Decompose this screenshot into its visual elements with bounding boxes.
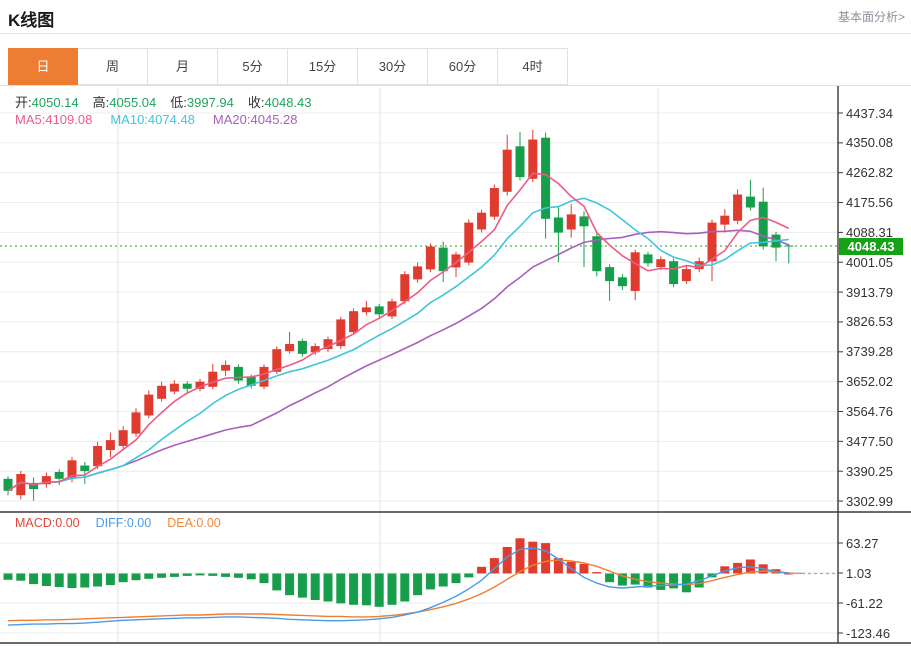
tab-day[interactable]: 日 — [8, 48, 78, 85]
tab-15min[interactable]: 15分 — [288, 48, 358, 85]
main-y-axis-label: 3652.02 — [846, 374, 893, 389]
main-y-axis-label: 3826.53 — [846, 314, 893, 329]
vertical-gridlines — [118, 88, 658, 643]
ma-readout: MA5:4109.08 MA10:4074.48 MA20:4045.28 — [15, 112, 298, 127]
tabbar-border — [0, 85, 911, 86]
tab-month[interactable]: 月 — [148, 48, 218, 85]
macd-y-axis-label: -61.22 — [846, 596, 883, 611]
main-y-axis-label: 3477.50 — [846, 434, 893, 449]
tab-week[interactable]: 周 — [78, 48, 148, 85]
main-y-axis-label: 4262.82 — [846, 165, 893, 180]
readout-item: 低:3997.94 — [170, 92, 234, 111]
readout-item: 开:4050.14 — [15, 92, 79, 111]
page-title: K线图 — [8, 6, 54, 31]
macd-y-axis-label: 63.27 — [846, 536, 879, 551]
readout-item: MA20:4045.28 — [213, 112, 298, 127]
main-y-axis-label: 3390.25 — [846, 464, 893, 479]
macd-y-axis-label: 1.03 — [846, 566, 871, 581]
dea-line — [8, 560, 789, 621]
macd-readout: MACD:0.00 DIFF:0.00 DEA:0.00 — [15, 516, 221, 530]
tab-60min[interactable]: 60分 — [428, 48, 498, 85]
tab-5min[interactable]: 5分 — [218, 48, 288, 85]
main-y-axis-label: 4350.08 — [846, 135, 893, 150]
readout-item: 高:4055.04 — [93, 92, 157, 111]
candles — [4, 130, 794, 501]
readout-item: DEA:0.00 — [167, 516, 221, 530]
title-divider — [0, 33, 911, 34]
readout-item: MA5:4109.08 — [15, 112, 92, 127]
current-price-tag: 4048.43 — [839, 238, 903, 255]
macd-y-axis-label: -123.46 — [846, 626, 890, 641]
main-y-axis-label: 3739.28 — [846, 344, 893, 359]
axis-ticks — [838, 113, 843, 633]
ohlc-readout: 开:4050.14 高:4055.04 低:3997.94 收:4048.43 — [15, 92, 312, 111]
readout-item: MA10:4074.48 — [110, 112, 195, 127]
main-y-axis-label: 3302.99 — [846, 494, 893, 509]
fundamental-analysis-link[interactable]: 基本面分析> — [838, 8, 905, 25]
readout-item: MACD:0.00 — [15, 516, 80, 530]
ma10-line — [8, 198, 789, 491]
main-y-axis-label: 3564.76 — [846, 404, 893, 419]
main-y-axis-label: 4001.05 — [846, 255, 893, 270]
readout-item: DIFF:0.00 — [96, 516, 152, 530]
tab-30min[interactable]: 30分 — [358, 48, 428, 85]
main-y-axis-label: 4175.56 — [846, 195, 893, 210]
tab-4h[interactable]: 4时 — [498, 48, 568, 85]
readout-item: 收:4048.43 — [248, 92, 312, 111]
main-y-axis-label: 3913.79 — [846, 285, 893, 300]
main-y-axis-label: 4437.34 — [846, 106, 893, 121]
